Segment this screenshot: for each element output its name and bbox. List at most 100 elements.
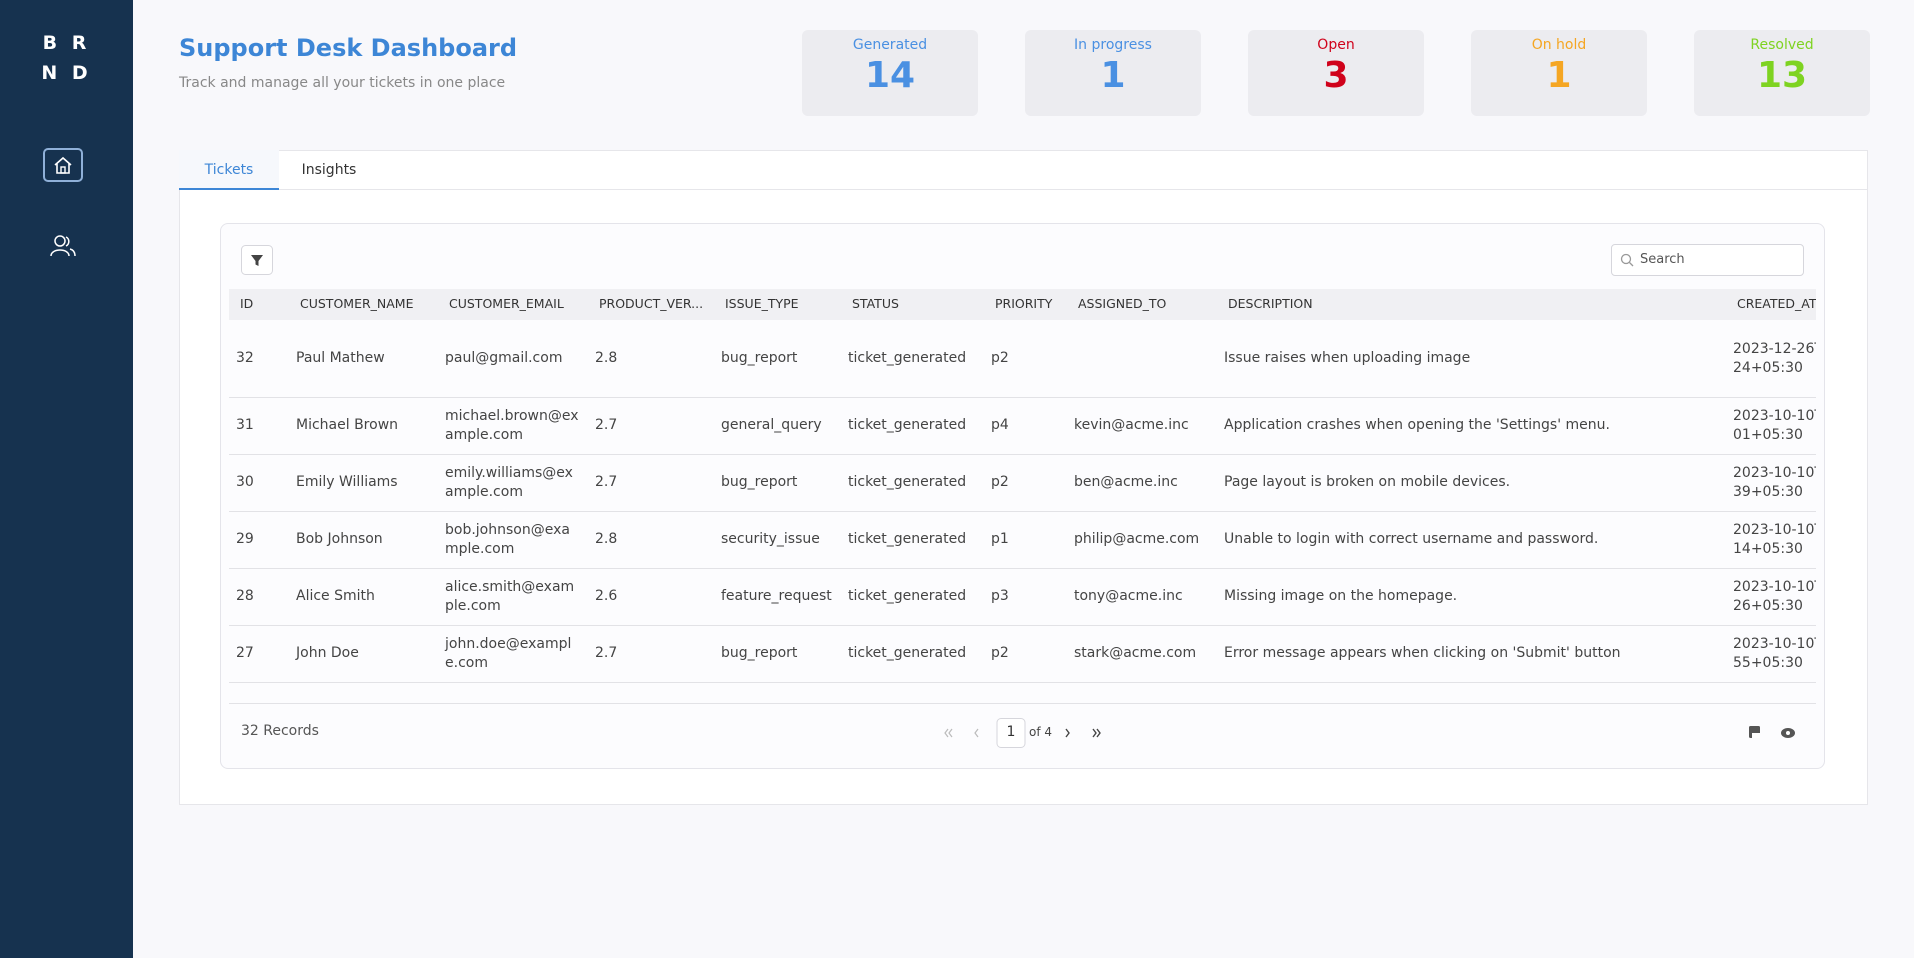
table-cell: ben@acme.inc xyxy=(1074,474,1178,490)
table: ID CUSTOMER_NAME CUSTOMER_EMAIL PRODUCT_VER… xyxy=(236,296,1816,671)
table-cell: p1 xyxy=(991,531,1009,547)
stat-value: 1 xyxy=(1100,55,1126,96)
row-divider xyxy=(229,625,1816,626)
table-cell: 30 xyxy=(236,474,254,490)
table-cell: alice.smith@example.com xyxy=(445,578,575,614)
table-cell: 2023-10-10T 55+05:30 xyxy=(1733,635,1816,671)
stat-label: Generated xyxy=(852,37,928,53)
table-cell: p2 xyxy=(991,645,1009,661)
search-placeholder: Search xyxy=(1640,252,1685,267)
column-header: CREATED_AT xyxy=(1737,296,1816,311)
table-cell: feature_request xyxy=(721,588,832,604)
table-cell: Emily Williams xyxy=(296,474,398,490)
brand: N D xyxy=(41,62,92,84)
column-header: STATUS xyxy=(852,296,899,311)
column-header: PRIORITY xyxy=(995,296,1053,311)
table-cell: 28 xyxy=(236,588,254,604)
row-divider xyxy=(229,682,1816,683)
table-cell: Alice Smith xyxy=(296,588,375,604)
table-cell: tony@acme.inc xyxy=(1074,588,1183,604)
stat-card: Resolved 13 xyxy=(1694,30,1870,116)
table-cell: general_query xyxy=(721,417,822,433)
stat-value: 3 xyxy=(1323,55,1349,96)
table-cell: 2023-10-10T 26+05:30 xyxy=(1733,578,1816,614)
table-cell: Paul Mathew xyxy=(296,350,385,366)
table-cell: 29 xyxy=(236,531,254,547)
table-cell: Application crashes when opening the 'Se… xyxy=(1224,417,1610,433)
column-header: CUSTOMER_EMAIL xyxy=(449,296,564,311)
search-box[interactable]: Search xyxy=(1611,244,1804,276)
footer-actions[interactable] xyxy=(1747,724,1797,742)
table-cell: 2.6 xyxy=(595,588,618,604)
table-cell: 2.7 xyxy=(595,417,618,433)
column-header: PRODUCT_VER... xyxy=(599,296,704,311)
stat-label: In progress xyxy=(1074,37,1152,53)
stat-card: Open 3 xyxy=(1248,30,1424,116)
row-divider xyxy=(229,454,1816,455)
table-cell: security_issue xyxy=(721,531,820,547)
table-cell: ticket_generated xyxy=(848,588,967,604)
table-cell: 2023-12-26T 24+05:30 xyxy=(1733,340,1816,376)
filter-button[interactable] xyxy=(241,245,273,275)
footer-divider xyxy=(229,703,1816,704)
table-cell: 2023-10-10T 01+05:30 xyxy=(1733,407,1816,443)
table-cell: Issue raises when uploading image xyxy=(1224,350,1471,366)
row-divider xyxy=(229,511,1816,512)
table-cell: 31 xyxy=(236,417,254,433)
tab[interactable]: Tickets xyxy=(179,150,279,190)
row-divider xyxy=(229,568,1816,569)
table-cell: ticket_generated xyxy=(848,531,967,547)
stat-value: 13 xyxy=(1756,55,1808,96)
title: Support Desk Dashboard xyxy=(179,34,518,62)
column-header: ASSIGNED_TO xyxy=(1078,296,1167,311)
table-cell: 2023-10-10T 39+05:30 xyxy=(1733,464,1816,500)
search-icon xyxy=(1620,253,1634,267)
table-cell: bug_report xyxy=(721,474,798,490)
stat-label: On hold xyxy=(1531,37,1587,53)
table-cell: paul@gmail.com xyxy=(445,350,563,366)
table-cell: Page layout is broken on mobile devices. xyxy=(1224,474,1511,490)
row-divider xyxy=(229,397,1816,398)
pagination xyxy=(944,718,1101,748)
table-cell: ticket_generated xyxy=(848,474,967,490)
table-cell: michael.brown@example.com xyxy=(445,407,579,443)
table-cell: Unable to login with correct username an… xyxy=(1224,531,1599,547)
table-cell: john.doe@example.com xyxy=(445,635,572,671)
users-button[interactable] xyxy=(50,234,76,258)
table-cell: 2023-10-10T 14+05:30 xyxy=(1733,521,1816,557)
page-count: of 4 xyxy=(1029,725,1053,739)
column-header: ISSUE_TYPE xyxy=(725,296,799,311)
table-cell: ticket_generated xyxy=(848,645,967,661)
table-cell: p2 xyxy=(991,350,1009,366)
stat-value: 1 xyxy=(1546,55,1572,96)
table-cell: Missing image on the homepage. xyxy=(1224,588,1458,604)
tab-divider xyxy=(180,189,1867,190)
table-cell: Bob Johnson xyxy=(296,531,383,547)
table-cell: John Doe xyxy=(296,645,359,661)
stat-card: On hold 1 xyxy=(1471,30,1647,116)
table-cell: 2.8 xyxy=(595,531,618,547)
table-cell: Michael Brown xyxy=(296,417,399,433)
stat-label: Resolved xyxy=(1750,37,1814,53)
stat-card: Generated 14 xyxy=(802,30,978,116)
column-header: ID xyxy=(240,296,254,311)
table-header xyxy=(229,289,1816,320)
home-button[interactable] xyxy=(43,148,83,182)
page-number[interactable]: 1 xyxy=(1006,724,1016,740)
table-cell: Error message appears when clicking on '… xyxy=(1224,645,1621,661)
table-cell: p2 xyxy=(991,474,1009,490)
table-cell: p4 xyxy=(991,417,1009,433)
table-cell: 2.8 xyxy=(595,350,618,366)
table-cell: philip@acme.com xyxy=(1074,531,1200,547)
brand: B R xyxy=(42,32,91,54)
sidebar: B R N D xyxy=(0,0,133,958)
table-cell: 2.7 xyxy=(595,474,618,490)
table-cell: 27 xyxy=(236,645,254,661)
table-cell: bug_report xyxy=(721,350,798,366)
tab[interactable]: Insights xyxy=(301,162,357,178)
table-cell: kevin@acme.inc xyxy=(1074,417,1189,433)
record-count: 32 Records xyxy=(241,723,319,739)
table-cell: 2.7 xyxy=(595,645,618,661)
table-cell: ticket_generated xyxy=(848,417,967,433)
